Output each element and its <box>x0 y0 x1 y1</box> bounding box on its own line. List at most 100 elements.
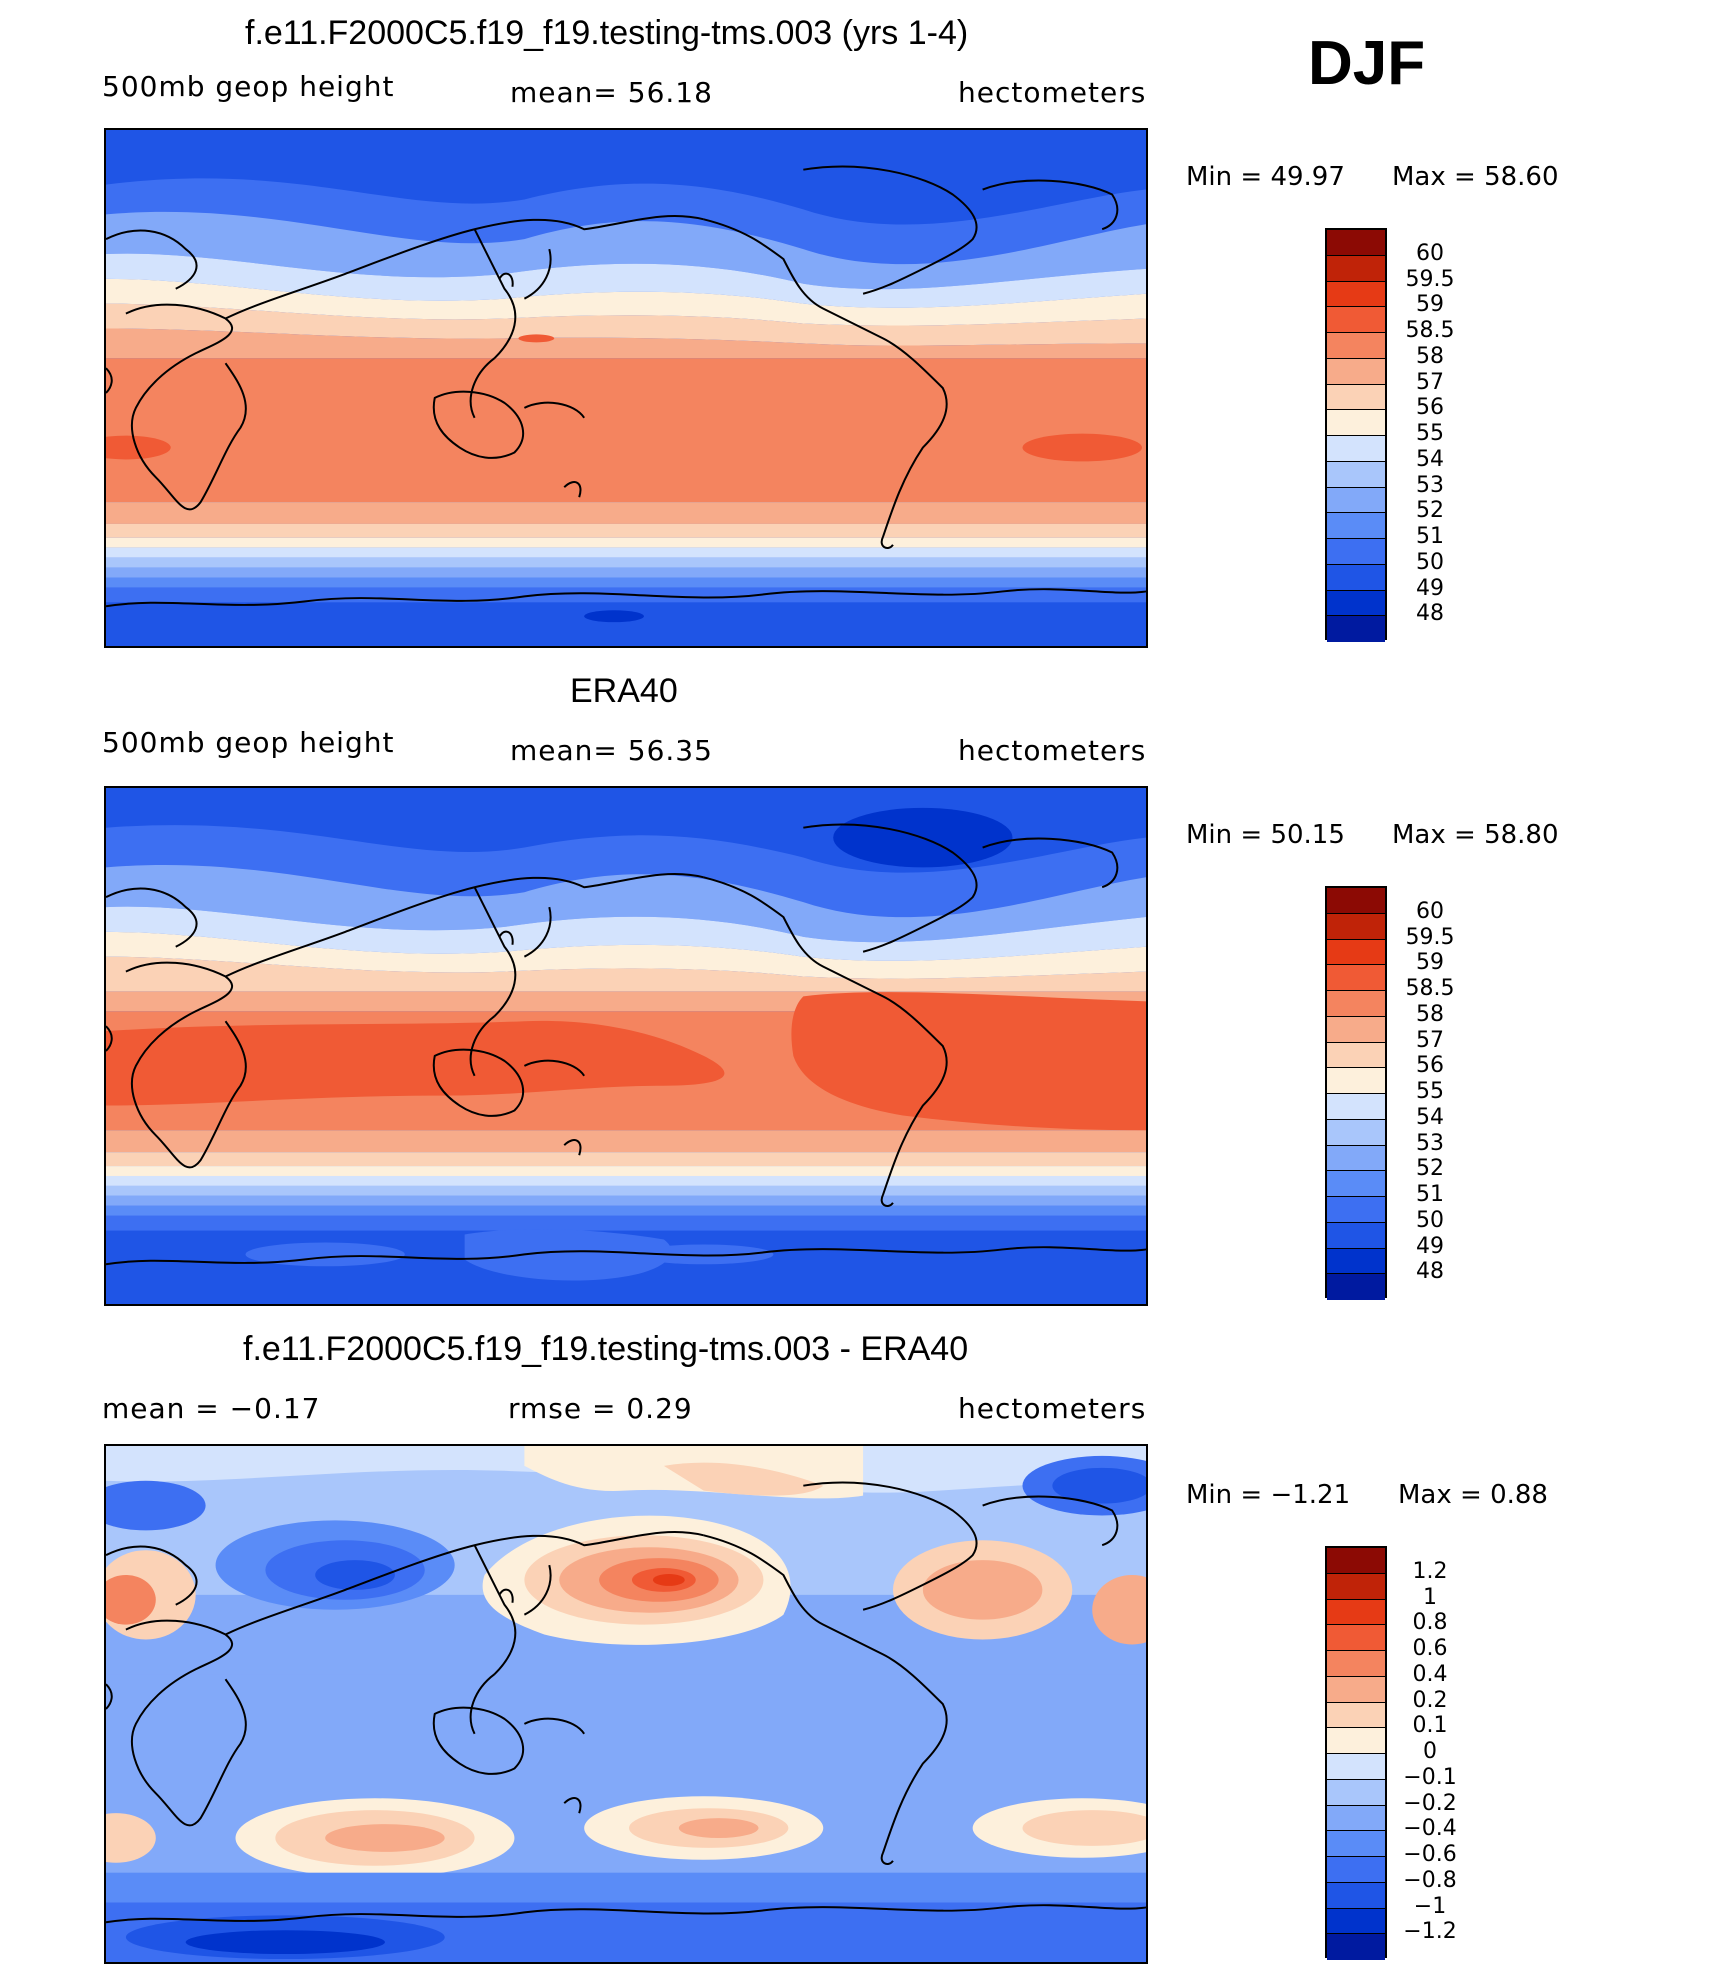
colorbar-tick-label: 60 <box>1416 898 1444 924</box>
colorbar-segment <box>1327 513 1385 539</box>
colorbar-segment <box>1327 1651 1385 1677</box>
panel-1-variable-label: 500mb geop height <box>102 70 395 103</box>
panel-2-coastlines <box>106 823 1146 1266</box>
colorbar-tick-label: 49 <box>1416 1233 1444 1259</box>
colorbar-segment <box>1327 1119 1385 1146</box>
colorbar-segment <box>1327 1068 1385 1094</box>
colorbar-segment <box>1327 384 1385 411</box>
colorbar-tick-label: 55 <box>1416 421 1444 446</box>
panel-1-title: f.e11.F2000C5.f19_f19.testing-tms.003 (y… <box>245 14 969 52</box>
colorbar-tick-label: 50 <box>1416 549 1444 575</box>
panel-3-mean-label: mean = −0.17 <box>102 1392 321 1425</box>
colorbar-segment <box>1327 1548 1385 1574</box>
colorbar-tick-label: −0.6 <box>1403 1842 1457 1867</box>
panel-1-map <box>104 128 1148 648</box>
colorbar-segment <box>1327 1274 1385 1300</box>
colorbar-segment <box>1327 1094 1385 1120</box>
colorbar-segment <box>1327 1882 1385 1909</box>
panel-2-contour-field <box>106 788 1146 1304</box>
panel-3-map <box>104 1444 1148 1964</box>
colorbar-segment <box>1327 1171 1385 1197</box>
colorbar-tick-label: 0.8 <box>1412 1610 1448 1636</box>
colorbar-tick-label: 0.2 <box>1412 1687 1448 1713</box>
colorbar-tick-label: −1 <box>1413 1893 1447 1919</box>
colorbar-segment <box>1327 965 1385 991</box>
panel-3-units-label: hectometers <box>958 1392 1147 1425</box>
colorbar-tick-label: 50 <box>1416 1207 1444 1233</box>
colorbar-segment <box>1327 1625 1385 1651</box>
panel-2-units-label: hectometers <box>958 734 1147 767</box>
colorbar-tick-label: 53 <box>1416 472 1444 498</box>
colorbar-segment <box>1327 539 1385 565</box>
colorbar-segment <box>1327 436 1385 462</box>
colorbar-tick-label: 57 <box>1416 1027 1444 1053</box>
panel-3-min-label: Min = −1.21 <box>1186 1480 1351 1510</box>
colorbar-segment <box>1327 991 1385 1017</box>
colorbar-tick-label: 0.6 <box>1412 1636 1448 1661</box>
colorbar-tick-label: −0.1 <box>1403 1764 1457 1790</box>
panel-3-coastlines <box>106 1481 1146 1924</box>
colorbar-segment <box>1327 230 1385 256</box>
panel-1-max-label: Max = 58.60 <box>1392 162 1559 192</box>
panel-2-map <box>104 786 1148 1306</box>
panel-2-max-label: Max = 58.80 <box>1392 820 1559 850</box>
colorbar-segment <box>1327 461 1385 488</box>
colorbar-tick-label: 53 <box>1416 1130 1444 1156</box>
colorbar-segment <box>1327 1805 1385 1832</box>
colorbar-segment <box>1327 590 1385 617</box>
colorbar-tick-label: 58 <box>1416 343 1444 369</box>
colorbar-tick-label: 54 <box>1416 446 1444 472</box>
colorbar-segment <box>1327 888 1385 914</box>
colorbar-segment <box>1327 1145 1385 1172</box>
panel-2-colorbar <box>1325 886 1387 1300</box>
colorbar-tick-label: 48 <box>1416 601 1444 627</box>
colorbar-tick-label: 58.5 <box>1405 976 1455 1001</box>
colorbar-tick-label: 59.5 <box>1405 924 1455 950</box>
colorbar-tick-label: −0.2 <box>1403 1790 1457 1816</box>
panel-1-contour-field <box>106 130 1146 646</box>
colorbar-tick-label: 52 <box>1416 1156 1444 1182</box>
panel-1-mean-label: mean= 56.18 <box>510 76 713 109</box>
colorbar-segment <box>1327 358 1385 385</box>
colorbar-segment <box>1327 1222 1385 1249</box>
colorbar-segment <box>1327 410 1385 436</box>
colorbar-tick-label: −1.2 <box>1403 1919 1457 1945</box>
season-label: DJF <box>1308 29 1426 98</box>
colorbar-tick-label: 0 <box>1423 1739 1437 1764</box>
colorbar-segment <box>1327 487 1385 514</box>
colorbar-tick-label: −0.8 <box>1403 1867 1457 1893</box>
colorbar-segment <box>1327 1016 1385 1043</box>
panel-3-colorbar <box>1325 1546 1387 1960</box>
panel-1-units-label: hectometers <box>958 76 1147 109</box>
panel-2-mean-label: mean= 56.35 <box>510 734 713 767</box>
colorbar-tick-label: 1.2 <box>1412 1558 1448 1584</box>
colorbar-segment <box>1327 1831 1385 1857</box>
colorbar-tick-label: 51 <box>1416 524 1444 549</box>
colorbar-segment <box>1327 1754 1385 1780</box>
colorbar-segment <box>1327 1573 1385 1600</box>
colorbar-segment <box>1327 1248 1385 1275</box>
colorbar-segment <box>1327 616 1385 642</box>
colorbar-segment <box>1327 307 1385 333</box>
panel-2-title: ERA40 <box>570 672 678 710</box>
colorbar-tick-label: 1 <box>1423 1584 1437 1610</box>
colorbar-segment <box>1327 913 1385 940</box>
colorbar-tick-label: 0.4 <box>1412 1661 1448 1687</box>
panel-2-min-label: Min = 50.15 <box>1186 820 1345 850</box>
colorbar-segment <box>1327 1042 1385 1069</box>
panel-3-contour-field <box>106 1446 1146 1962</box>
colorbar-tick-label: 60 <box>1416 240 1444 266</box>
colorbar-tick-label: 55 <box>1416 1079 1444 1104</box>
colorbar-tick-label: 54 <box>1416 1104 1444 1130</box>
colorbar-tick-label: 59.5 <box>1405 266 1455 292</box>
colorbar-segment <box>1327 255 1385 282</box>
colorbar-segment <box>1327 939 1385 966</box>
panel-1-coastlines <box>106 165 1146 608</box>
colorbar-tick-label: 48 <box>1416 1259 1444 1285</box>
colorbar-tick-label: 56 <box>1416 395 1444 421</box>
colorbar-tick-label: −0.4 <box>1403 1816 1457 1842</box>
colorbar-segment <box>1327 1934 1385 1960</box>
panel-3-max-label: Max = 0.88 <box>1398 1480 1548 1510</box>
colorbar-segment <box>1327 1908 1385 1935</box>
colorbar-segment <box>1327 1702 1385 1729</box>
